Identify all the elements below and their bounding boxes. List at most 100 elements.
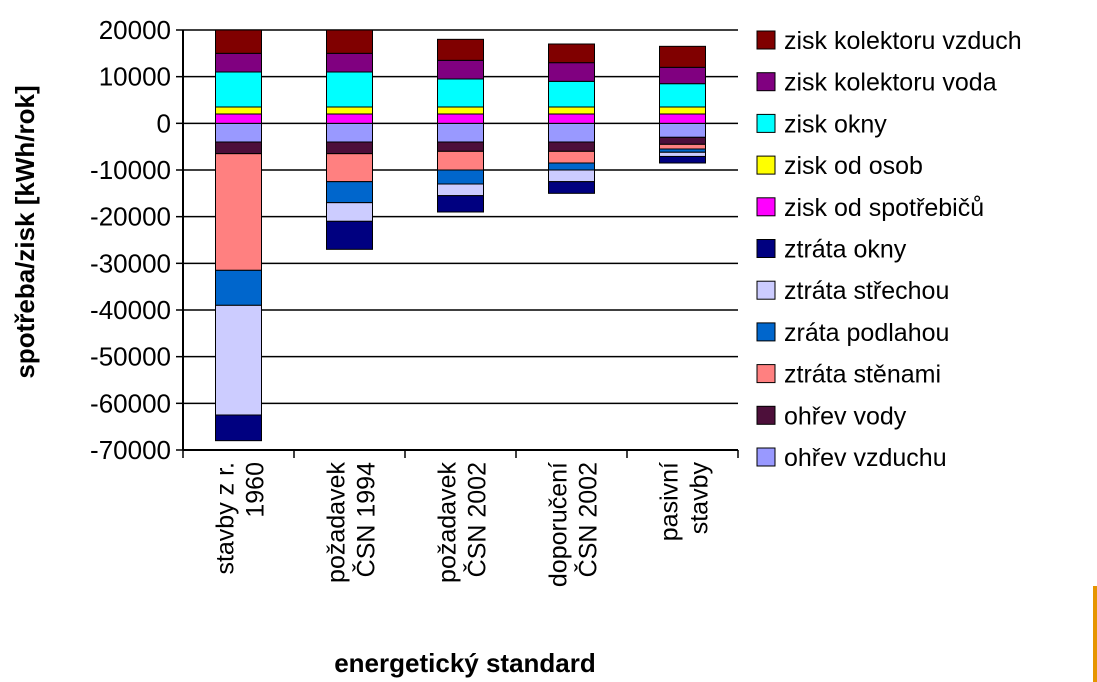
- legend-swatch: [756, 155, 776, 175]
- bar-segment: [548, 62, 595, 82]
- bar-segment: [215, 122, 262, 143]
- bar-segment: [659, 136, 706, 145]
- y-tick-label: 10000: [99, 62, 171, 92]
- legend-label: zisk okny: [784, 110, 887, 138]
- bar-segment: [326, 220, 373, 250]
- legend-swatch: [756, 113, 776, 133]
- bar-segment: [215, 113, 262, 124]
- bar-segment: [437, 38, 484, 61]
- x-category-label: ČSN 2002: [574, 462, 603, 577]
- bar-segment: [326, 122, 373, 143]
- axes: [176, 29, 739, 458]
- bar-segment: [326, 181, 373, 204]
- bar-segment: [326, 106, 373, 115]
- legend-label: zisk od spotřebičů: [784, 194, 984, 222]
- bar-segment: [215, 304, 262, 416]
- bar-segment: [548, 113, 595, 124]
- bar-segment: [437, 169, 484, 185]
- x-category-label: stavby z r.: [212, 462, 240, 575]
- bar-segment: [659, 106, 706, 115]
- bar-segment: [215, 269, 262, 306]
- x-category-label: požadavek: [323, 462, 351, 583]
- x-category-label: stavby: [686, 462, 714, 535]
- bar-segment: [548, 169, 595, 183]
- bar-segment: [326, 52, 373, 73]
- bar-segment: [215, 141, 262, 155]
- bar-segment: [659, 143, 706, 150]
- bar-segment: [548, 162, 595, 171]
- bar-segment: [548, 43, 595, 64]
- x-category-label: pasivní: [656, 462, 684, 541]
- bar-segment: [437, 195, 484, 213]
- bar-segment: [659, 45, 706, 68]
- y-tick-label: -30000: [90, 248, 171, 278]
- y-tick-label: -10000: [90, 155, 171, 185]
- x-category-label: doporučení: [545, 462, 573, 587]
- bar-segment: [659, 83, 706, 108]
- bar-segment: [326, 202, 373, 222]
- legend-swatch: [756, 72, 776, 92]
- legend-swatch: [756, 30, 776, 50]
- legend-label: zisk kolektoru vzduch: [784, 27, 1022, 55]
- y-tick-label: -60000: [90, 388, 171, 418]
- legend-label: ohřev vody: [784, 402, 907, 430]
- bar-segment: [659, 66, 706, 85]
- bar-segment: [437, 78, 484, 108]
- y-tick-label: 20000: [99, 15, 171, 45]
- y-tick-label: -50000: [90, 342, 171, 372]
- bar-segment: [326, 113, 373, 124]
- bar-segment: [215, 71, 262, 108]
- legend-swatch: [756, 197, 776, 217]
- legend-label: ztráta stěnami: [784, 361, 941, 389]
- legend-swatch: [756, 322, 776, 342]
- x-category-label: 1960: [242, 462, 270, 518]
- legend-label: ztráta okny: [784, 236, 907, 264]
- bar-segment: [326, 141, 373, 155]
- x-category-labels: stavby z r. 1960 požadavek ČSN 1994 požadave…: [212, 462, 714, 588]
- y-axis-title: spotřeba/zisk [kWh/rok]: [10, 85, 40, 378]
- y-tick-label: -40000: [90, 295, 171, 325]
- bar-segment: [215, 106, 262, 115]
- legend-label: zráta podlahou: [784, 319, 949, 347]
- x-category-label: požadavek: [434, 462, 462, 583]
- bar-segment: [437, 122, 484, 143]
- y-tick-label: -70000: [90, 435, 171, 465]
- legend-swatch: [756, 447, 776, 467]
- bar-segment: [548, 122, 595, 143]
- bar-segment: [548, 141, 595, 152]
- legend-label: ztráta střechou: [784, 277, 949, 305]
- legend-swatch: [756, 364, 776, 384]
- y-tick-label: 0: [157, 108, 171, 138]
- bar-segment: [437, 59, 484, 80]
- bar-segment: [548, 80, 595, 108]
- bar-segment: [215, 52, 262, 73]
- x-axis-title: energetický standard: [334, 648, 596, 678]
- bar-segment: [437, 106, 484, 115]
- legend-label: zisk kolektoru voda: [784, 69, 997, 97]
- bar-segment: [548, 181, 595, 194]
- bar-segment: [437, 113, 484, 124]
- y-tick-label: -20000: [90, 202, 171, 232]
- legend-swatch: [756, 239, 776, 258]
- bar-segment: [659, 113, 706, 124]
- bar-segment: [659, 122, 706, 138]
- bar-segment: [659, 151, 706, 157]
- bar-segment: [548, 106, 595, 115]
- bar-segment: [437, 141, 484, 152]
- edge-mark: [1093, 586, 1097, 682]
- bar-segment: [215, 29, 262, 54]
- bar-segment: [437, 150, 484, 171]
- legend-swatch: [756, 405, 776, 425]
- bar-segment: [326, 71, 373, 108]
- bar-segment: [437, 183, 484, 197]
- bar-segment: [659, 155, 706, 164]
- legend-label: zisk od osob: [784, 152, 923, 180]
- bar-segment: [215, 153, 262, 271]
- x-category-label: ČSN 2002: [463, 462, 492, 577]
- bar-segment: [215, 414, 262, 442]
- y-tick-labels: 20000 10000 0 -10000 -20000 -30000 -40000 -5000…: [90, 15, 171, 465]
- gridlines: [183, 29, 738, 405]
- bar-segment: [548, 150, 595, 164]
- legend-label: ohřev vzduchu: [784, 444, 947, 472]
